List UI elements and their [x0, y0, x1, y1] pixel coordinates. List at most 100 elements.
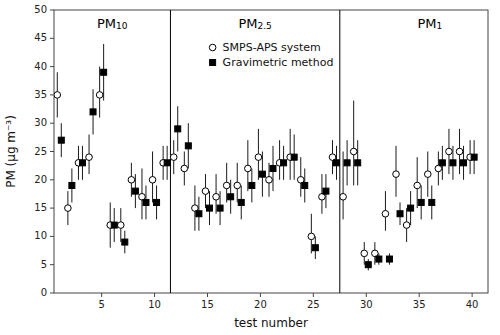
legend-label: Gravimetric method — [223, 56, 334, 69]
section-label-sub: 2.5 — [257, 22, 271, 32]
point — [255, 154, 262, 161]
point — [143, 199, 149, 205]
point — [96, 92, 103, 99]
section-label: PM1 — [417, 16, 442, 32]
point — [238, 199, 244, 205]
y-tick — [50, 236, 54, 237]
x-tick — [419, 293, 420, 297]
legend: SMPS-APS system Gravimetric method — [209, 41, 333, 69]
y-tick-label: 40 — [34, 61, 47, 72]
x-tick — [472, 293, 473, 297]
point — [185, 143, 191, 149]
point — [355, 160, 361, 166]
x-tick — [260, 293, 261, 297]
point — [408, 205, 414, 211]
point — [154, 199, 160, 205]
y-tick-label: 45 — [34, 32, 47, 43]
point — [202, 188, 209, 195]
point — [461, 160, 467, 166]
point — [196, 211, 202, 217]
point — [386, 256, 392, 262]
point — [259, 171, 265, 177]
point — [79, 160, 85, 166]
legend-marker — [209, 44, 216, 51]
x-tick — [366, 293, 367, 297]
x-tick-label: 5 — [98, 299, 104, 310]
point — [181, 165, 188, 172]
x-tick-label: 15 — [201, 299, 214, 310]
series — [58, 44, 477, 270]
point — [350, 148, 357, 155]
y-tick — [50, 151, 54, 152]
point — [149, 177, 156, 184]
point — [456, 148, 463, 155]
point — [111, 222, 117, 228]
section-label: PM2.5 — [238, 16, 271, 32]
point — [122, 239, 128, 245]
point — [217, 205, 223, 211]
point — [69, 182, 75, 188]
point — [446, 148, 453, 155]
y-tick — [50, 264, 54, 265]
point — [270, 165, 276, 171]
point — [170, 154, 177, 161]
y-tick — [50, 293, 54, 294]
section-label-main: PM — [238, 16, 257, 31]
x-tick-label: 30 — [360, 299, 373, 310]
section-label-main: PM — [97, 16, 116, 31]
point — [424, 171, 431, 178]
point — [414, 182, 421, 189]
point — [101, 69, 107, 75]
y-tick-label: 0 — [41, 287, 47, 298]
x-tick-label: 40 — [466, 299, 479, 310]
point — [334, 160, 340, 166]
point — [206, 205, 212, 211]
point — [429, 199, 435, 205]
x-tick-label: 35 — [413, 299, 426, 310]
point — [471, 154, 477, 160]
y-tick — [50, 94, 54, 95]
point — [393, 171, 400, 178]
point — [175, 126, 181, 132]
divider-line — [170, 10, 171, 293]
y-tick-label: 5 — [41, 259, 47, 270]
annotations: PM10PM2.5PM1 — [97, 16, 442, 32]
x-tick-label: 25 — [307, 299, 320, 310]
y-tick — [50, 123, 54, 124]
section-label-sub: 10 — [116, 22, 128, 32]
x-axis-label: test number — [234, 316, 308, 330]
point — [361, 250, 368, 257]
point — [164, 160, 170, 166]
section-label: PM10 — [97, 16, 128, 32]
error-bar — [343, 152, 344, 220]
legend-label: SMPS-APS system — [223, 41, 321, 54]
divider-line — [339, 10, 340, 293]
point — [118, 222, 125, 229]
y-tick-label: 35 — [34, 89, 47, 100]
y-tick-label: 30 — [34, 117, 47, 128]
point — [418, 199, 424, 205]
x-tick — [154, 293, 155, 297]
plot-frame — [54, 10, 488, 293]
y-tick-label: 25 — [34, 146, 47, 157]
point — [376, 256, 382, 262]
point — [302, 182, 308, 188]
point — [281, 160, 287, 166]
y-axis: 05101520253035404550 — [34, 4, 54, 298]
point — [132, 188, 138, 194]
point — [344, 160, 350, 166]
chart: 05101520253035404550510152025303540test … — [0, 0, 500, 335]
point — [128, 177, 135, 184]
point — [266, 177, 273, 184]
y-tick-label: 50 — [34, 4, 47, 15]
y-tick-label: 10 — [34, 230, 47, 241]
x-tick — [207, 293, 208, 297]
x-tick-label: 10 — [148, 299, 161, 310]
point — [65, 205, 72, 212]
point — [365, 262, 371, 268]
y-tick — [50, 10, 54, 11]
legend-marker — [210, 60, 216, 66]
point — [308, 233, 315, 240]
point — [234, 182, 241, 189]
point — [291, 154, 297, 160]
